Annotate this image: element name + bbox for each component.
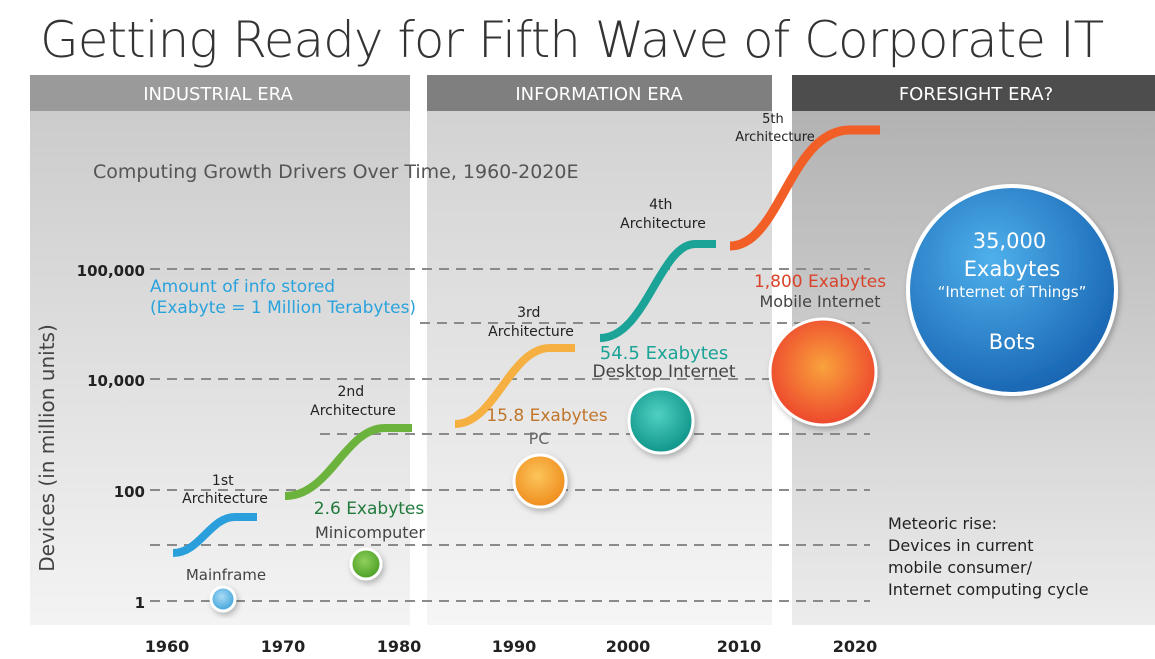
era-label-foresight: FORESIGHT ERA? [899,84,1053,105]
era-label-industrial: INDUSTRIAL ERA [143,84,293,105]
x-tick-label: 2000 [606,637,651,656]
architecture-label-2: 2nd Architecture [310,384,396,419]
series-label-mainframe: Mainframe [186,566,266,584]
y-tick-label: 10,000 [87,372,145,390]
era-label-information: INFORMATION ERA [515,84,683,105]
architecture-curve-1 [172,513,257,557]
y-tick-label: 1 [135,594,145,612]
era-header-information [427,75,772,111]
era-panel-information [427,75,772,630]
y-axis-label: Devices (in million units) [35,324,59,572]
architecture-curve-2 [284,424,412,500]
exabytes-label-pc: 15.8 Exabytes [486,406,607,426]
architecture-label-4: 4th Architecture [620,197,706,232]
bots-note-label: “Internet of Things” [938,283,1087,301]
exabytes-label-mobile-internet: 1,800 Exabytes [754,272,886,292]
era-header-industrial [30,75,410,111]
x-tick-label: 2020 [833,637,878,656]
exabytes-label-minicomputer: 2.6 Exabytes [314,499,425,519]
x-tick-label: 1960 [145,637,190,656]
series-label-minicomputer: Minicomputer [315,523,425,542]
architecture-label-3: 3rd Architecture [488,305,574,340]
gridlines [150,268,870,602]
y-tick-label: 100,000 [77,262,145,280]
architecture-curve-5 [729,125,880,251]
page-title: Getting Ready for Fifth Wave of Corporat… [40,11,1104,69]
x-tick-label: 2010 [717,637,762,656]
series-label-desktop-internet: Desktop Internet [592,362,735,382]
series-label-bots: Bots [989,330,1035,354]
x-tick-label: 1970 [261,637,306,656]
bubble-desktop-internet [627,387,695,455]
architecture-label-5: 5th Architecture [735,112,815,145]
info-stored-note: Amount of info stored (Exabyte = 1 Milli… [150,277,416,318]
chart-subtitle: Computing Growth Drivers Over Time, 1960… [93,161,578,183]
architecture-label-1: 1st Architecture [182,473,268,507]
plot-bottom-band [0,625,1155,659]
bubble-bots [906,184,1118,396]
bubble-pc [512,453,568,509]
bubble-mobile-internet [768,317,878,427]
x-tick-label: 1990 [492,637,537,656]
architecture-curve-3 [454,344,575,428]
series-label-mobile-internet: Mobile Internet [759,292,880,311]
meteoric-rise-annotation: Meteoric rise: Devices in current mobile… [888,514,1089,599]
era-gap-1 [410,75,427,630]
era-panel-industrial [30,75,410,630]
era-header-foresight [792,75,1155,111]
exabytes-label-desktop-internet: 54.5 Exabytes [600,343,728,364]
architecture-curve-4 [599,240,716,342]
y-tick-label: 100 [114,483,145,501]
bubble-minicomputer [349,547,383,581]
x-tick-label: 1980 [377,637,422,656]
bots-exabytes-label: 35,000 Exabytes [964,229,1060,281]
bubble-mainframe [209,585,237,613]
series-label-pc: PC [529,429,550,448]
